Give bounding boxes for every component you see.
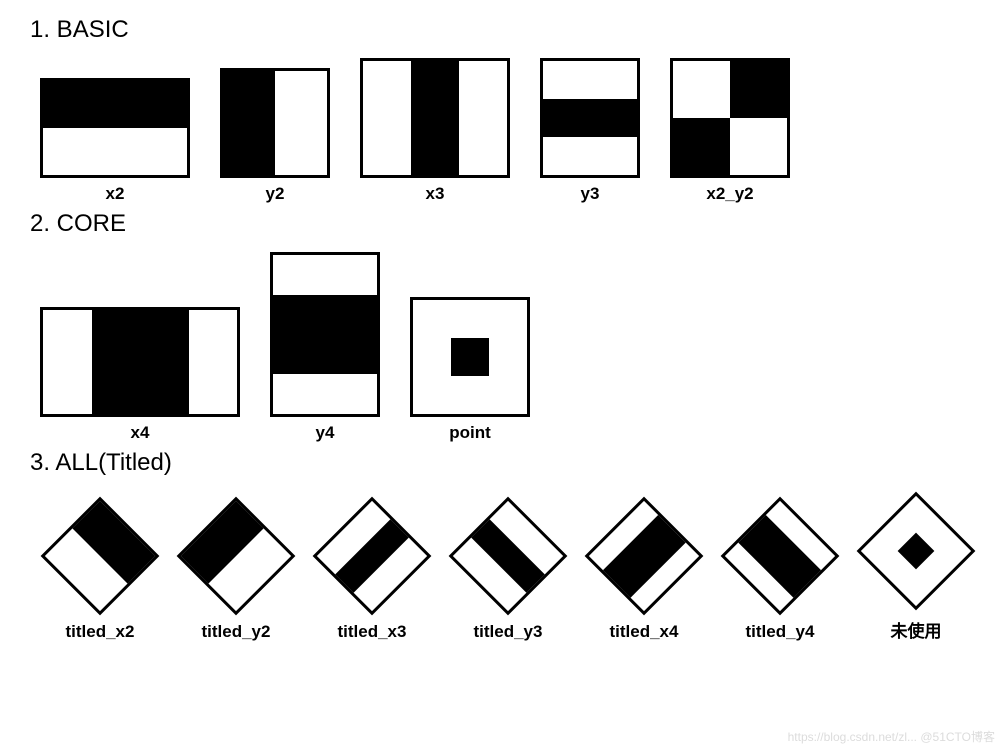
- caption-y2: y2: [266, 184, 285, 204]
- item-point: point: [410, 297, 530, 443]
- pattern-titled_y3-fill: [471, 519, 545, 593]
- pattern-point: [410, 297, 530, 417]
- tilt-wrap-titled_y2: [176, 496, 296, 616]
- item-titled_x4: titled_x4: [584, 496, 704, 642]
- pattern-y4-fill: [273, 295, 377, 375]
- pattern-y3-fill: [543, 99, 637, 137]
- caption-titled_x3: titled_x3: [338, 622, 407, 642]
- caption-titled_y3: titled_y3: [474, 622, 543, 642]
- tilt-wrap-titled_y4: [720, 496, 840, 616]
- tilt-wrap-unused: [856, 491, 976, 611]
- watermark-text: https://blog.csdn.net/zl... @51CTO博客: [788, 728, 995, 745]
- pattern-titled_x3: [313, 497, 432, 616]
- item-x4: x4: [40, 307, 240, 443]
- pattern-x3: [360, 58, 510, 178]
- pattern-point-fill: [451, 338, 489, 376]
- pattern-x2_y2: [670, 58, 790, 178]
- pattern-unused-fill: [898, 533, 935, 570]
- pattern-titled_x2-fill: [72, 501, 155, 584]
- pattern-y4: [270, 252, 380, 417]
- pattern-titled_y4-fill: [739, 515, 822, 598]
- item-y2: y2: [220, 68, 330, 204]
- section-core-title: 2. CORE: [30, 210, 973, 238]
- item-titled_y4: titled_y4: [720, 496, 840, 642]
- pattern-x2_y2-fill: [730, 61, 787, 118]
- pattern-y2-fill: [223, 71, 275, 175]
- item-titled_x3: titled_x3: [312, 496, 432, 642]
- caption-y3: y3: [581, 184, 600, 204]
- section-all-title: 3. ALL(Titled): [30, 449, 973, 477]
- pattern-x2_y2-fill: [673, 118, 730, 175]
- row-core: x4 y4 point: [40, 252, 973, 443]
- caption-unused: 未使用: [891, 617, 942, 642]
- pattern-x2-fill: [43, 81, 187, 128]
- pattern-titled_y2: [177, 497, 296, 616]
- pattern-titled_x4: [585, 497, 704, 616]
- pattern-y3: [540, 58, 640, 178]
- caption-titled_y2: titled_y2: [202, 622, 271, 642]
- caption-x4: x4: [131, 423, 150, 443]
- tilt-wrap-titled_y3: [448, 496, 568, 616]
- pattern-titled_y2-fill: [181, 501, 264, 584]
- item-y4: y4: [270, 252, 380, 443]
- pattern-titled_x3-fill: [335, 519, 409, 593]
- item-titled_y3: titled_y3: [448, 496, 568, 642]
- item-y3: y3: [540, 58, 640, 204]
- item-titled_y2: titled_y2: [176, 496, 296, 642]
- pattern-unused: [857, 492, 976, 611]
- caption-point: point: [449, 423, 491, 443]
- item-titled_x2: titled_x2: [40, 496, 160, 642]
- tilt-wrap-titled_x4: [584, 496, 704, 616]
- tilt-wrap-titled_x3: [312, 496, 432, 616]
- pattern-titled_x2: [41, 497, 160, 616]
- pattern-x4: [40, 307, 240, 417]
- item-x3: x3: [360, 58, 510, 204]
- pattern-titled_y4: [721, 497, 840, 616]
- pattern-x4-fill: [92, 310, 189, 414]
- item-x2: x2: [40, 78, 190, 204]
- caption-titled_x2: titled_x2: [66, 622, 135, 642]
- pattern-x3-fill: [411, 61, 459, 175]
- row-all: titled_x2 titled_y2 titled_x3 titled_y3 titl…: [40, 491, 973, 642]
- caption-x2_y2: x2_y2: [706, 184, 753, 204]
- caption-x2: x2: [106, 184, 125, 204]
- caption-titled_y4: titled_y4: [746, 622, 815, 642]
- caption-titled_x4: titled_x4: [610, 622, 679, 642]
- pattern-x2: [40, 78, 190, 178]
- pattern-titled_y3: [449, 497, 568, 616]
- caption-x3: x3: [426, 184, 445, 204]
- tilt-wrap-titled_x2: [40, 496, 160, 616]
- item-unused: 未使用: [856, 491, 976, 642]
- row-basic: x2 y2 x3 y3 x2_y2: [40, 58, 973, 204]
- caption-y4: y4: [316, 423, 335, 443]
- pattern-y2: [220, 68, 330, 178]
- item-x2_y2: x2_y2: [670, 58, 790, 204]
- pattern-titled_x4-fill: [603, 515, 686, 598]
- section-basic-title: 1. BASIC: [30, 16, 973, 44]
